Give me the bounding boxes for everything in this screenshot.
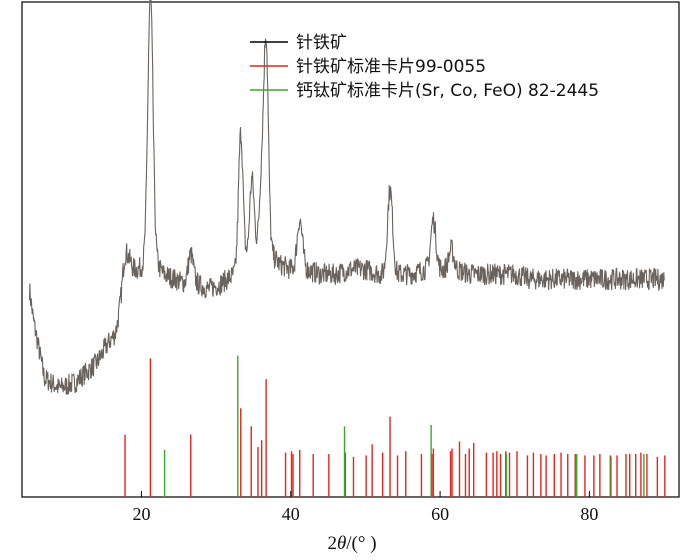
legend: 针铁矿 针铁矿标准卡片99-0055 钙钛矿标准卡片(Sr, Co, FeO) … <box>250 33 599 101</box>
legend-label-goethite-ref: 针铁矿标准卡片99-0055 <box>296 57 486 77</box>
x-axis-ticks: 20 40 60 80 <box>132 491 598 524</box>
goethite-xrd-pattern-line <box>28 0 665 395</box>
x-tick-label: 40 <box>282 504 300 524</box>
x-axis-title: 2θ/(° ) <box>327 533 376 554</box>
plot-frame <box>21 1 680 498</box>
perovskite-reference-lines <box>163 355 645 497</box>
goethite-reference-lines <box>124 358 666 497</box>
legend-label-perovskite-ref: 钙钛矿标准卡片(Sr, Co, FeO) 82-2445 <box>296 81 599 101</box>
legend-label-goethite: 针铁矿 <box>296 33 347 53</box>
x-tick-label: 20 <box>132 504 150 524</box>
x-tick-label: 60 <box>431 504 449 524</box>
x-tick-label: 80 <box>580 504 598 524</box>
